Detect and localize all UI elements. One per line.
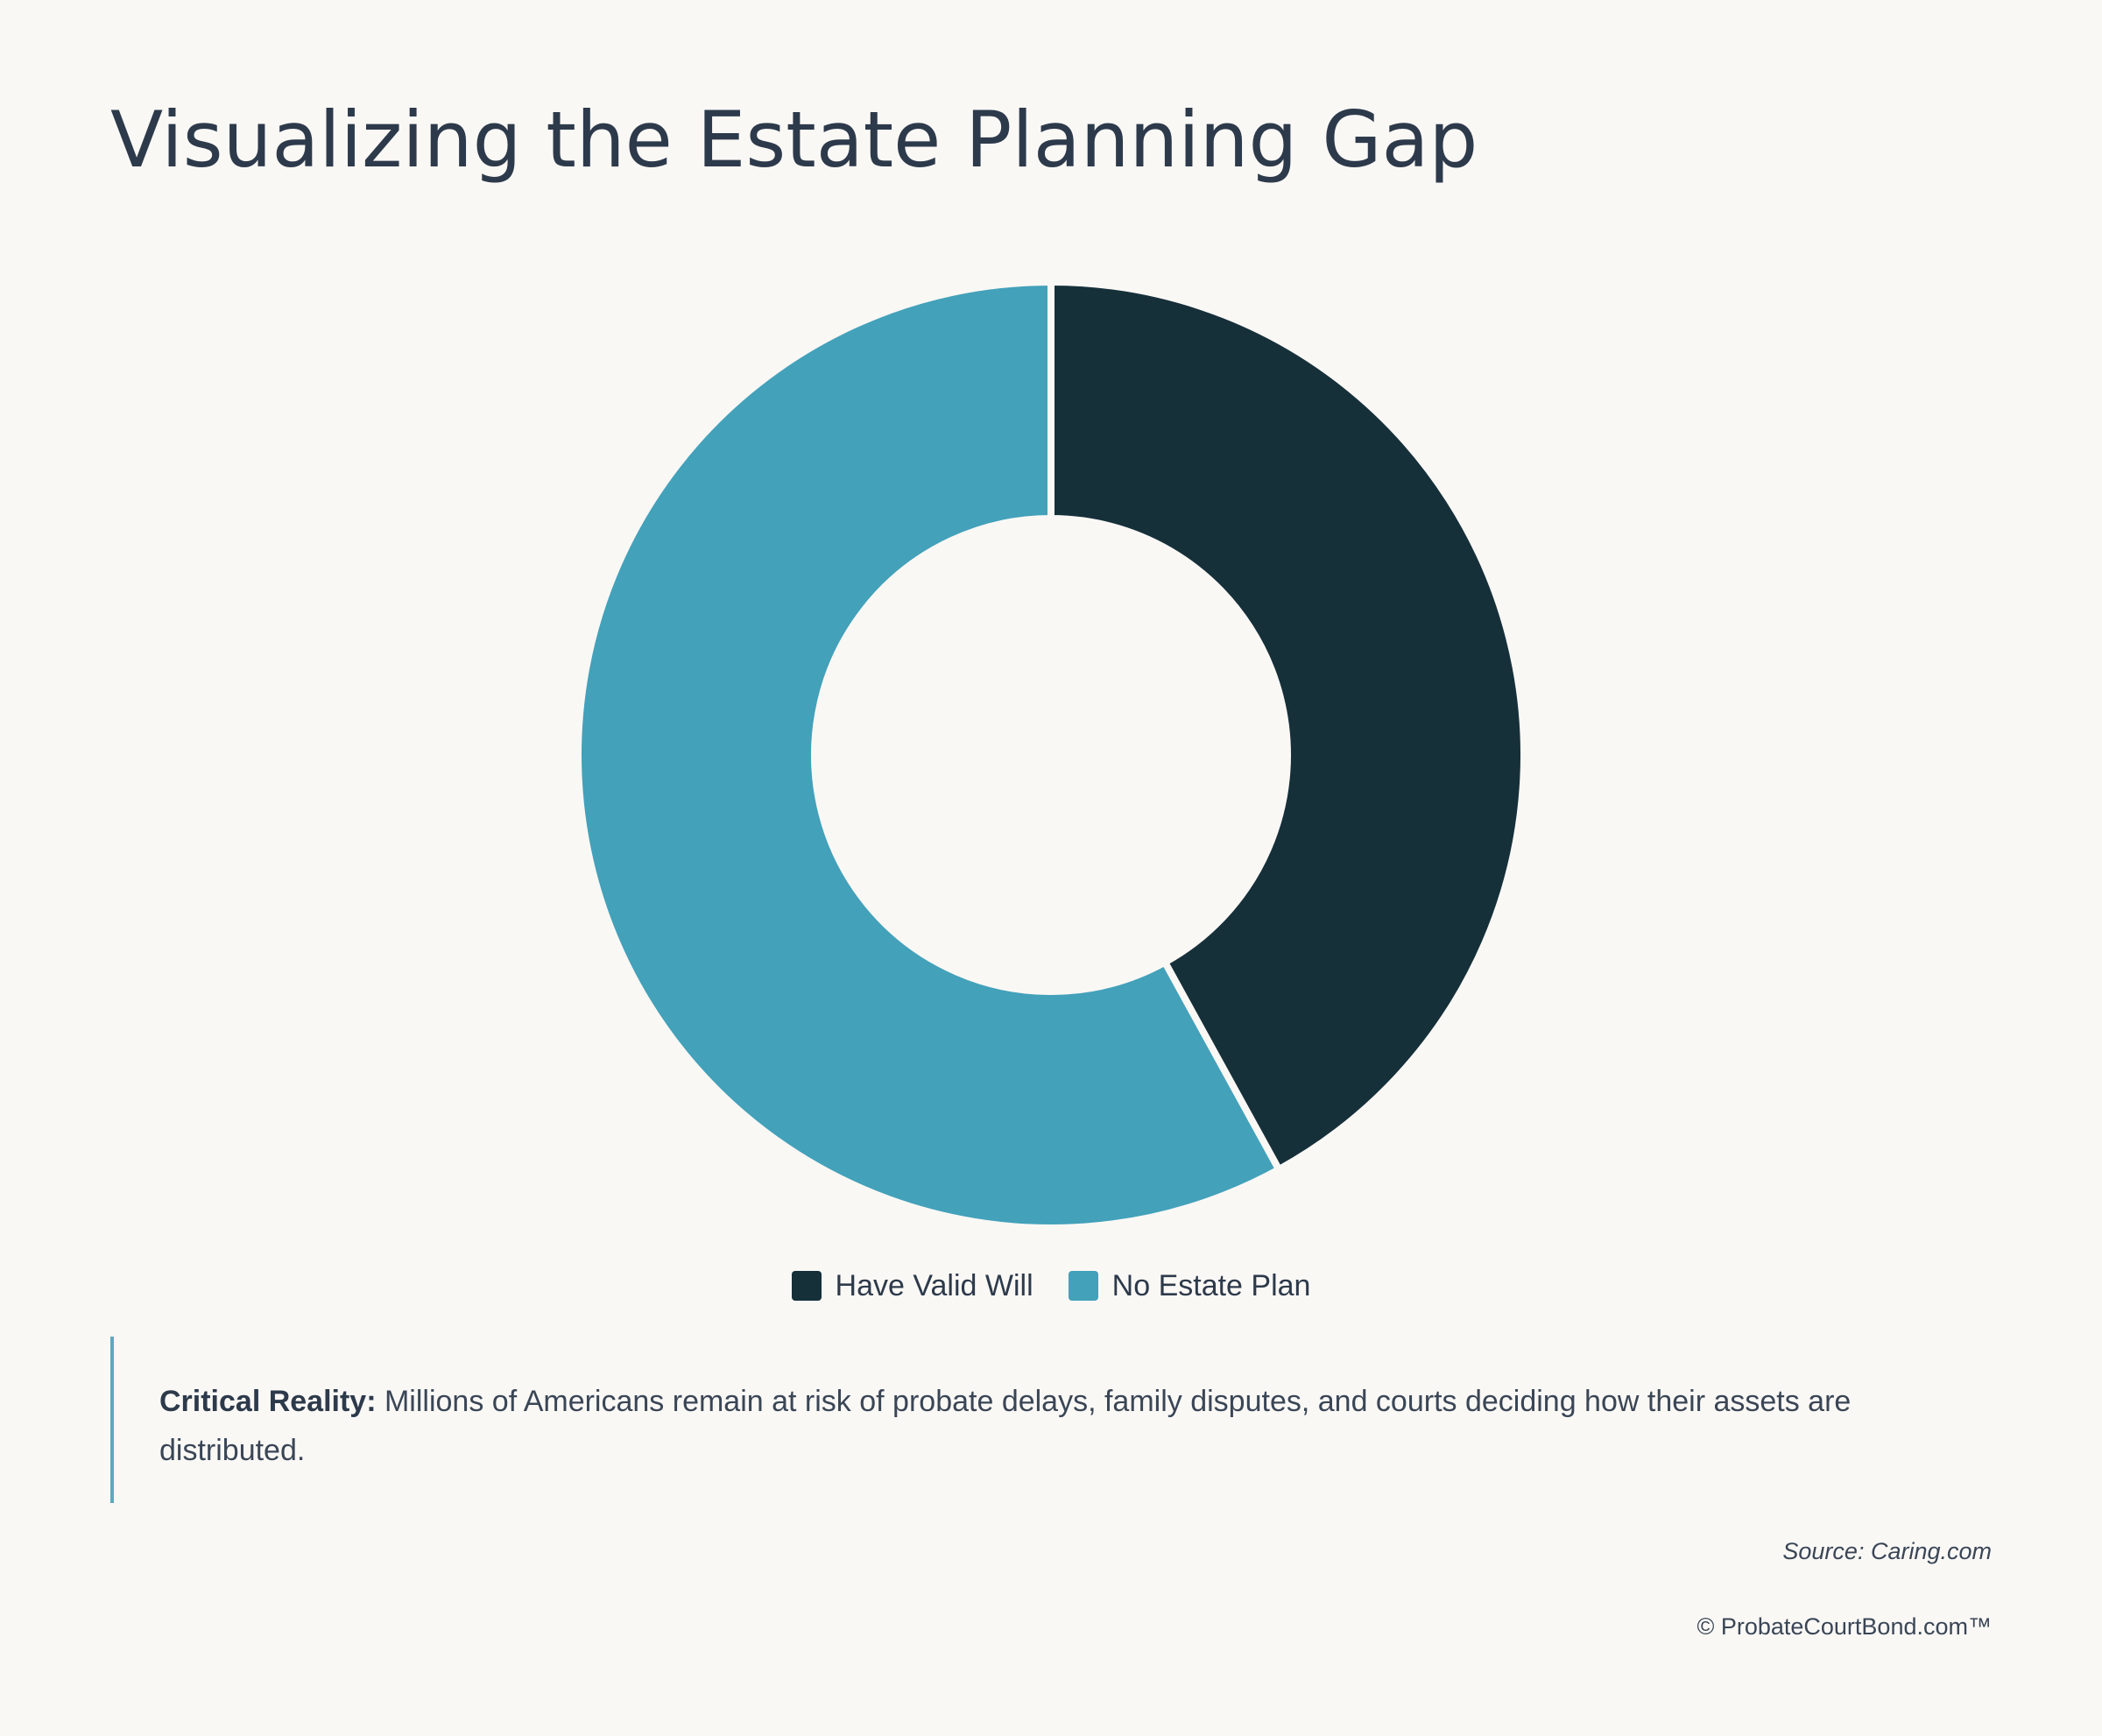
critical-reality-callout: Critical Reality: Millions of Americans … (110, 1337, 1993, 1503)
source-credit: Source: Caring.com (1782, 1538, 1992, 1564)
donut-chart (575, 278, 1528, 1231)
legend-swatch-have-valid-will (791, 1271, 822, 1301)
slice-no-estate-plan (575, 278, 1284, 1231)
legend-label-no-estate-plan: No Estate Plan (1111, 1268, 1311, 1302)
legend-label-have-valid-will: Have Valid Will (835, 1268, 1033, 1302)
callout-label: Critical Reality: (159, 1385, 377, 1418)
callout-text: Millions of Americans remain at risk of … (159, 1385, 1852, 1467)
legend: Have Valid Will No Estate Plan (0, 1265, 2102, 1307)
chart-title: Visualizing the Estate Planning Gap (110, 95, 1478, 185)
legend-item-no-estate-plan: No Estate Plan (1068, 1268, 1311, 1303)
copyright-notice: © ProbateCourtBond.com™ (1696, 1613, 1992, 1640)
legend-item-have-valid-will: Have Valid Will (791, 1268, 1033, 1303)
legend-swatch-no-estate-plan (1068, 1271, 1098, 1301)
slice-have-valid-will (1047, 278, 1528, 1175)
